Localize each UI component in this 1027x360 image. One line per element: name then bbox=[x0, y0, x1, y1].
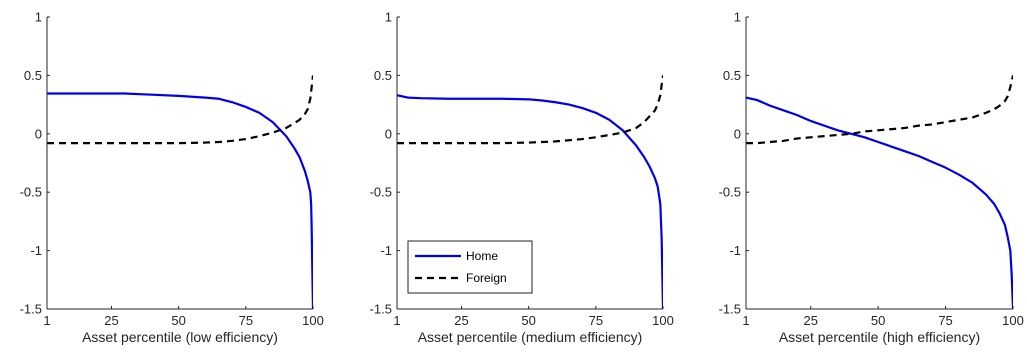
x-axis-label: Asset percentile (high efficiency) bbox=[779, 329, 980, 345]
y-tick-label: 0 bbox=[385, 126, 392, 141]
y-tick-label: -1.5 bbox=[719, 302, 741, 317]
legend: Home Foreign bbox=[407, 240, 533, 294]
y-tick-label: -0.5 bbox=[20, 185, 42, 200]
series-line-foreign bbox=[746, 75, 1013, 145]
legend-label-foreign: Foreign bbox=[466, 271, 507, 285]
x-tick-label: 1 bbox=[393, 313, 400, 328]
x-tick-label: 1 bbox=[43, 313, 50, 328]
x-tick-label: 25 bbox=[104, 313, 118, 328]
x-tick-label: 25 bbox=[803, 313, 817, 328]
legend-box bbox=[407, 240, 533, 294]
x-tick-label: 100 bbox=[652, 313, 674, 328]
y-tick-label: -0.5 bbox=[719, 185, 741, 200]
x-tick-label: 1 bbox=[742, 313, 749, 328]
x-tick-label: 75 bbox=[589, 313, 603, 328]
x-tick-label: 100 bbox=[1002, 313, 1024, 328]
y-tick-label: 1 bbox=[385, 10, 392, 25]
series-line-foreign bbox=[397, 75, 663, 145]
series-line-home bbox=[47, 92, 313, 309]
x-tick-label: 100 bbox=[302, 313, 324, 328]
x-tick-label: 75 bbox=[938, 313, 952, 328]
y-tick-label: -1 bbox=[729, 243, 741, 258]
y-tick-label: 1 bbox=[35, 10, 42, 25]
chart-panel-3: -1.5 -1 -0.5 0 0.5 1 1 25 50 75 100 Asset percentil… bbox=[719, 10, 1024, 346]
chart-panel-2: -1.5 -1 -0.5 0 0.5 1 1 25 50 75 100 Asset percentil… bbox=[370, 10, 674, 346]
y-tick-label: -1.5 bbox=[370, 302, 392, 317]
series-line-foreign bbox=[47, 75, 313, 145]
series-line-home bbox=[397, 94, 663, 309]
x-tick-label: 75 bbox=[239, 313, 253, 328]
x-tick-label: 25 bbox=[454, 313, 468, 328]
y-tick-label: 0.5 bbox=[374, 68, 392, 83]
x-axis-label: Asset percentile (medium efficiency) bbox=[418, 329, 643, 345]
x-tick-label: 50 bbox=[871, 313, 885, 328]
y-tick-label: -1 bbox=[30, 243, 42, 258]
x-axis-label: Asset percentile (low efficiency) bbox=[82, 329, 278, 345]
y-tick-label: -1 bbox=[380, 243, 392, 258]
y-tick-label: 1 bbox=[734, 10, 741, 25]
x-tick-label: 50 bbox=[521, 313, 535, 328]
chart-panel-1: -1.5 -1 -0.5 0 0.5 1 1 25 50 75 100 Asset percentil… bbox=[20, 10, 324, 346]
series-line-home bbox=[746, 96, 1013, 309]
y-tick-label: 0 bbox=[734, 126, 741, 141]
legend-label-home: Home bbox=[466, 249, 498, 263]
y-tick-label: 0.5 bbox=[723, 68, 741, 83]
x-tick-label: 50 bbox=[171, 313, 185, 328]
y-tick-label: 0 bbox=[35, 126, 42, 141]
y-tick-label: 0.5 bbox=[24, 68, 42, 83]
y-tick-label: -1.5 bbox=[20, 302, 42, 317]
y-tick-label: -0.5 bbox=[370, 185, 392, 200]
